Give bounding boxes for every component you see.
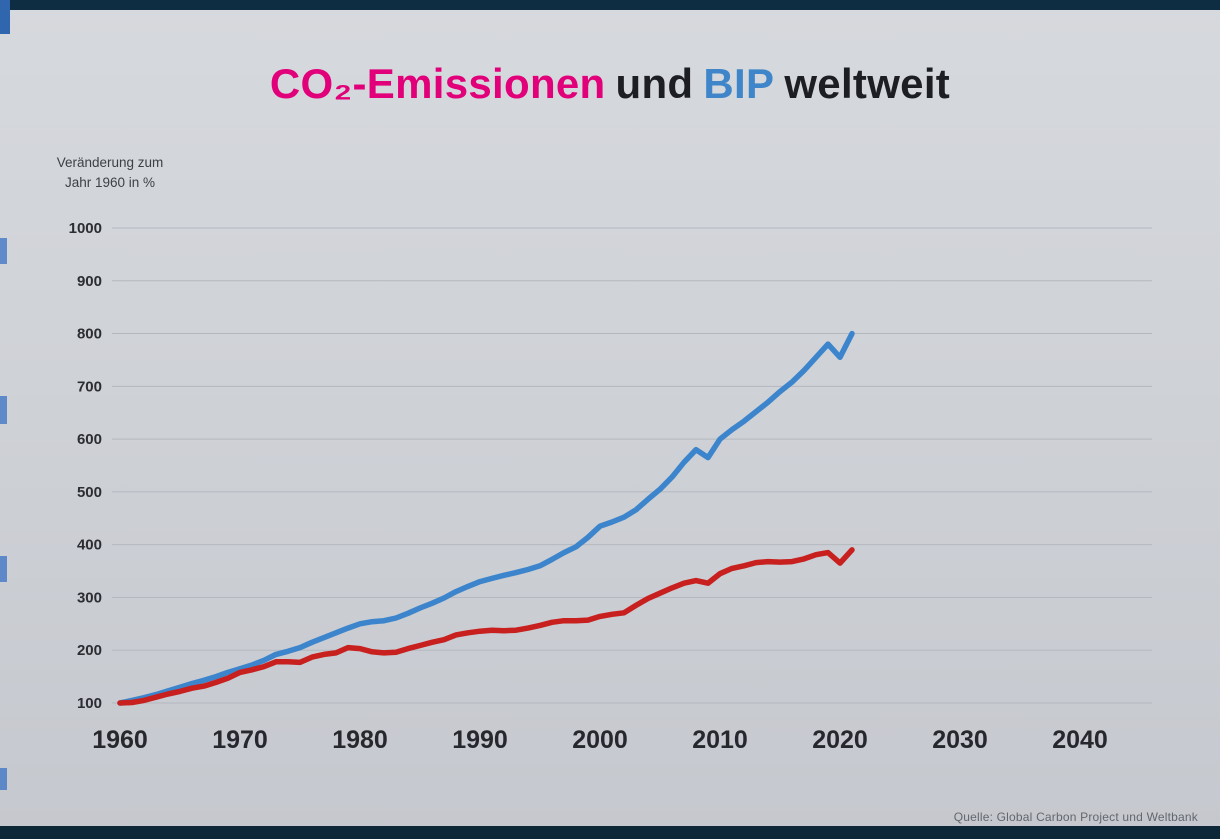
svg-text:900: 900 bbox=[77, 273, 102, 290]
y-axis-label-line2: Jahr 1960 in % bbox=[64, 175, 156, 191]
title-weltweit: weltweit bbox=[784, 60, 951, 107]
svg-text:200: 200 bbox=[77, 642, 102, 659]
svg-text:500: 500 bbox=[77, 484, 102, 501]
video-artifact bbox=[0, 768, 7, 790]
y-axis-label: Veränderung zum Jahr 1960 in % bbox=[40, 153, 180, 194]
title-und: und bbox=[615, 60, 694, 107]
svg-text:2020: 2020 bbox=[812, 726, 868, 754]
title-bip: BIP bbox=[703, 60, 775, 107]
top-video-bar bbox=[0, 0, 1220, 10]
svg-text:800: 800 bbox=[77, 326, 102, 343]
source-caption: Quelle: Global Carbon Project und Weltba… bbox=[953, 810, 1198, 824]
svg-text:2010: 2010 bbox=[692, 726, 748, 754]
svg-text:1970: 1970 bbox=[212, 726, 268, 754]
video-artifact bbox=[0, 556, 7, 582]
svg-text:400: 400 bbox=[77, 537, 102, 554]
svg-text:300: 300 bbox=[77, 589, 102, 606]
svg-text:600: 600 bbox=[77, 431, 102, 448]
video-artifact bbox=[0, 396, 7, 424]
chart-title: CO₂-Emissionen und BIP weltweit bbox=[0, 60, 1220, 108]
svg-text:1980: 1980 bbox=[332, 726, 388, 754]
svg-text:1960: 1960 bbox=[92, 726, 148, 754]
svg-text:1990: 1990 bbox=[452, 726, 508, 754]
video-artifact bbox=[0, 238, 7, 264]
svg-text:700: 700 bbox=[77, 378, 102, 395]
svg-text:2000: 2000 bbox=[572, 726, 628, 754]
title-co2: CO₂-Emissionen bbox=[269, 60, 606, 107]
svg-text:1000: 1000 bbox=[69, 220, 102, 237]
svg-text:2030: 2030 bbox=[932, 726, 988, 754]
svg-text:2040: 2040 bbox=[1052, 726, 1108, 754]
video-artifact bbox=[0, 0, 10, 34]
svg-text:100: 100 bbox=[77, 695, 102, 712]
bottom-video-bar bbox=[0, 826, 1220, 839]
y-axis-label-line1: Veränderung zum bbox=[56, 155, 164, 170]
